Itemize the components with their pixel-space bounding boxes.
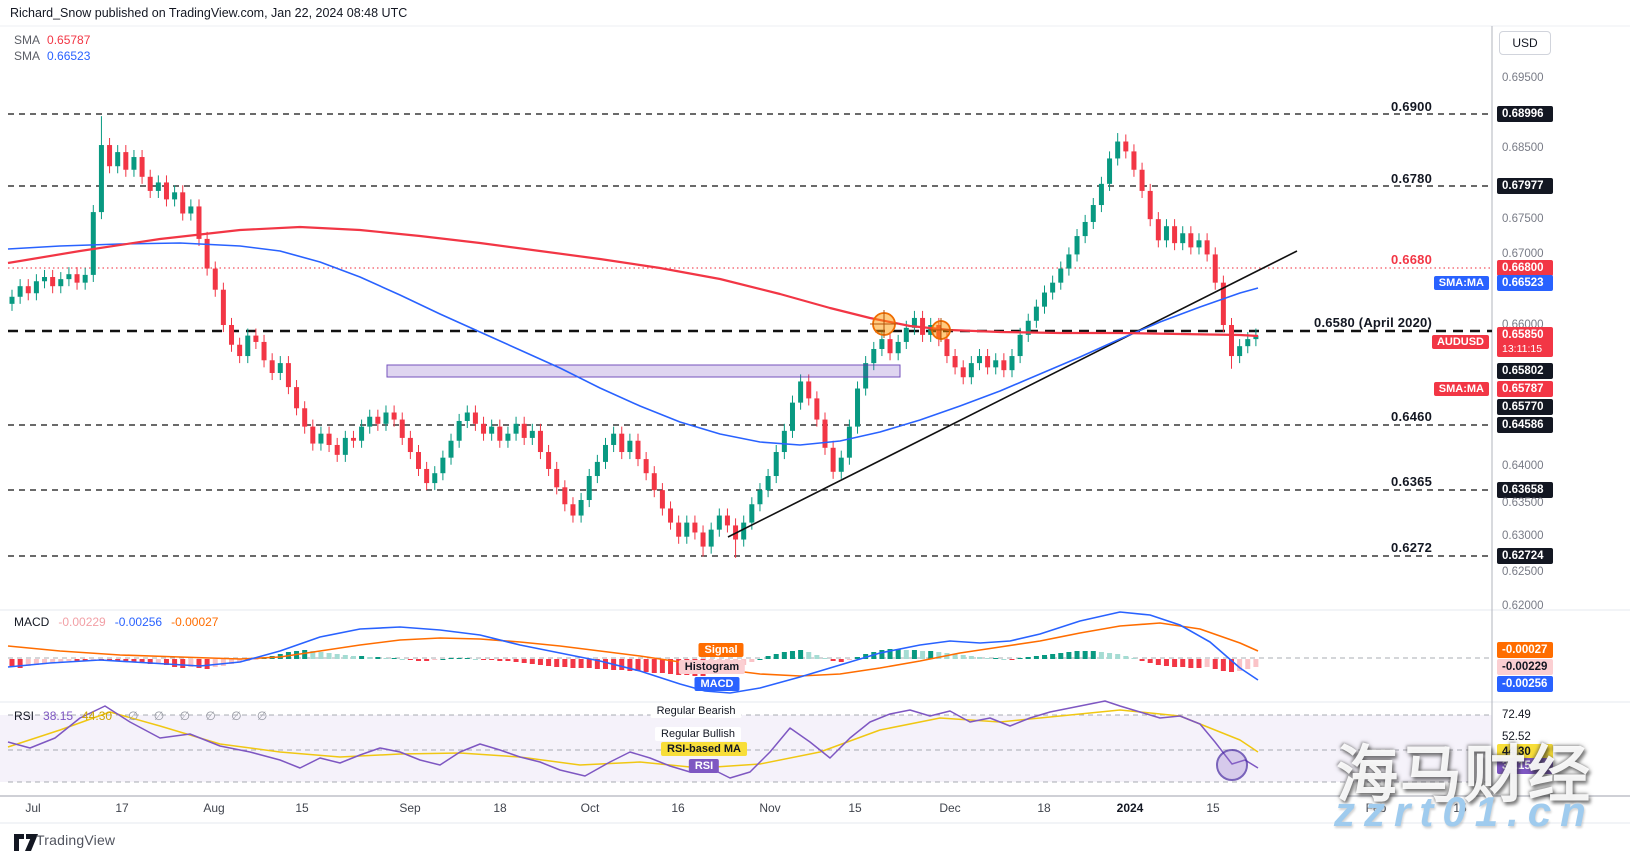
price-axis-label: 0.67000 [1502, 248, 1544, 260]
price-axis-label: 0.64000 [1502, 460, 1544, 472]
time-axis-label[interactable]: 17 [115, 801, 129, 815]
rsi-line-flag[interactable]: RSI [688, 759, 720, 773]
rsi-ma-value: 44.30 [82, 709, 113, 723]
series-tag-smama: SMA:MA [1433, 382, 1489, 396]
price-axis-label: 0.68996 [1497, 106, 1553, 122]
time-axis-label[interactable]: 15 [295, 801, 309, 815]
price-axis-label: 0.67500 [1502, 213, 1544, 225]
legend-sma-red-value: 0.65787 [47, 33, 91, 47]
price-axis-label: 0.63658 [1497, 482, 1553, 498]
legend-sma-blue-value: 0.66523 [47, 49, 91, 63]
key-level-text: 0.6780 [1391, 170, 1432, 186]
time-axis-label[interactable]: Nov [759, 801, 781, 815]
key-level-text: 0.6900 [1391, 98, 1432, 114]
time-axis-label[interactable]: 15 [848, 801, 862, 815]
currency-usd-button[interactable]: USD [1499, 31, 1551, 55]
key-level-text: 0.6460 [1391, 408, 1432, 424]
price-axis-label: 0.62500 [1502, 566, 1544, 578]
series-tag-smama: SMA:MA [1433, 276, 1489, 290]
time-axis-label[interactable]: Jul [25, 801, 41, 815]
macd-header[interactable]: MACD -0.00229 -0.00256 -0.00027 [14, 615, 227, 629]
key-level-text: 0.6580 (April 2020) [1314, 314, 1432, 330]
price-axis-label: -0.00229 [1497, 659, 1553, 675]
rsi-value: 38.15 [43, 709, 74, 723]
legend-sma-blue[interactable]: SMA 0.66523 [14, 49, 90, 63]
watermark-chinese: 海马财经 [1336, 741, 1593, 810]
price-axis-label: 0.69500 [1502, 72, 1544, 84]
time-axis-label[interactable]: Dec [939, 801, 961, 815]
time-axis-label[interactable]: 18 [493, 801, 507, 815]
rsi-title: RSI [14, 709, 35, 723]
key-level-text: 0.6680 [1391, 251, 1432, 267]
time-axis-label[interactable]: Oct [580, 801, 600, 815]
price-axis-label: 0.65802 [1497, 363, 1553, 379]
time-axis-label[interactable]: Aug [203, 801, 225, 815]
time-axis-label[interactable]: 18 [1037, 801, 1051, 815]
macd-title: MACD [14, 615, 50, 629]
tradingview-logo-icon[interactable] [13, 831, 39, 853]
price-axis-label: 0.67977 [1497, 178, 1553, 194]
rsi-hidden-values-icons: ∅ ∅ ∅ ∅ ∅ ∅ [128, 709, 274, 723]
tradingview-brand-text[interactable]: TradingView [36, 832, 116, 848]
regular-bullish-flag[interactable]: Regular Bullish [655, 727, 741, 741]
price-axis-label: 52.52 [1502, 731, 1531, 743]
price-axis-label: -0.00256 [1497, 676, 1553, 692]
time-axis-label[interactable]: 15 [1206, 801, 1220, 815]
legend-sma-red[interactable]: SMA 0.65787 [14, 33, 90, 47]
price-axis-label: 0.68500 [1502, 142, 1544, 154]
price-axis-label: 0.65770 [1497, 399, 1553, 415]
price-axis-label: 38.15 [1497, 758, 1553, 774]
rsi-header[interactable]: RSI 38.15 44.30 [14, 709, 121, 723]
current-price-axis-label: 0.65850 13:11:15 [1497, 327, 1553, 357]
price-axis-label: 0.66800 [1497, 260, 1553, 276]
rsi-based-ma-flag[interactable]: RSI-based MA [661, 742, 747, 756]
price-axis-label: -0.00027 [1497, 642, 1553, 658]
macd-line-value: -0.00256 [114, 615, 163, 629]
macd-hist-value: -0.00229 [58, 615, 106, 629]
macd-line-flag[interactable]: MACD [694, 677, 740, 691]
legend-sma-blue-label: SMA [14, 49, 41, 63]
histogram-flag[interactable]: Histogram [678, 660, 746, 674]
time-axis-label[interactable]: 16 [671, 801, 685, 815]
time-axis-label[interactable]: Sep [399, 801, 421, 815]
price-axis-label: 72.49 [1502, 709, 1531, 721]
price-axis-label: 0.63000 [1502, 530, 1544, 542]
series-tag-audusd: AUDUSD [1431, 335, 1489, 349]
price-axis-label: 44.30 [1497, 744, 1553, 760]
macd-signal-value: -0.00027 [171, 615, 219, 629]
regular-bearish-flag[interactable]: Regular Bearish [650, 704, 742, 718]
price-axis-label: 0.62724 [1497, 548, 1553, 564]
watermark-url: zzrt01.cn [1334, 788, 1595, 835]
time-axis-label[interactable]: 15 [1453, 801, 1467, 815]
price-axis-label: 0.62000 [1502, 600, 1544, 612]
key-level-text: 0.6365 [1391, 473, 1432, 489]
current-price-axis-label: 0.66523 [1497, 275, 1553, 291]
publish-header: Richard_Snow published on TradingView.co… [10, 6, 408, 20]
time-axis-label[interactable]: Feb [1365, 801, 1387, 815]
time-axis-label[interactable]: 2024 [1116, 801, 1144, 815]
price-axis-label: 0.63500 [1502, 497, 1544, 509]
key-level-text: 0.6272 [1391, 539, 1432, 555]
price-axis-label: 0.64586 [1497, 417, 1553, 433]
current-price-axis-label: 0.65787 [1497, 381, 1553, 397]
signal-line-flag[interactable]: Signal [698, 643, 744, 657]
legend-sma-red-label: SMA [14, 33, 41, 47]
